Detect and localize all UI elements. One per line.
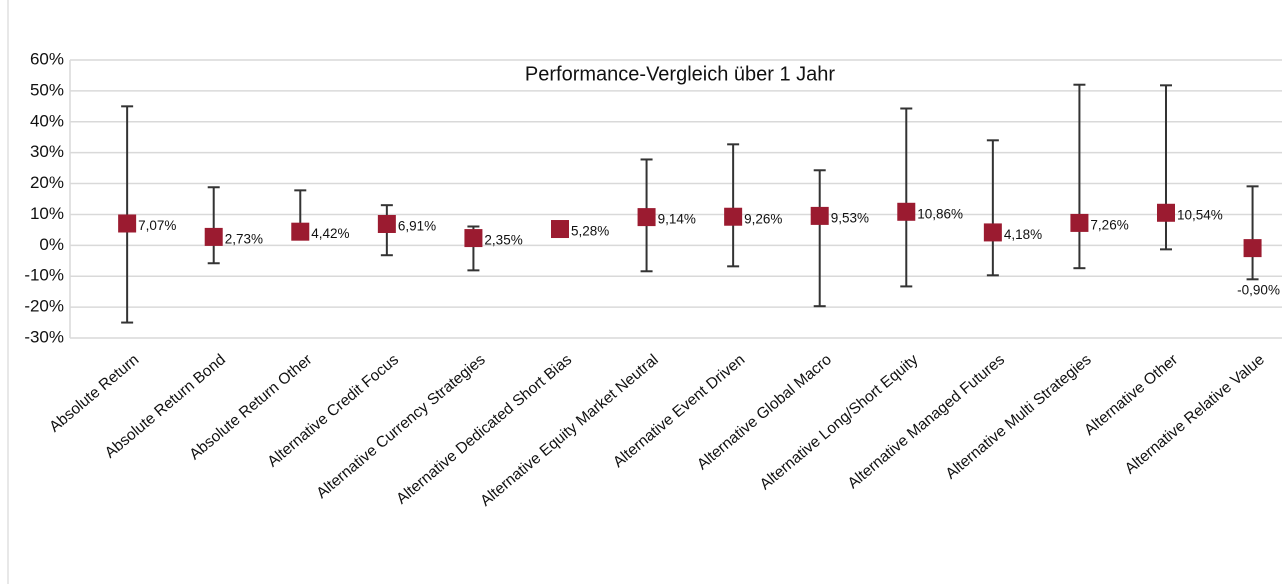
value-label: -0,90% xyxy=(1237,283,1280,298)
marker xyxy=(1156,203,1175,222)
marker xyxy=(897,202,916,221)
marker xyxy=(810,206,829,225)
value-label: 7,07% xyxy=(138,218,176,233)
value-label: 10,54% xyxy=(1177,207,1223,222)
marker xyxy=(464,229,483,248)
x-tick-label: Alternative Currency Strategies xyxy=(313,351,488,502)
marker xyxy=(550,220,569,239)
value-label: 9,14% xyxy=(658,212,696,227)
marker xyxy=(1243,239,1262,258)
x-tick-label: Alternative Other xyxy=(1081,351,1181,439)
y-tick-label: 50% xyxy=(30,80,64,99)
x-tick-label: Alternative Relative Value xyxy=(1122,351,1268,477)
x-tick-label: Alternative Long/Short Equity xyxy=(757,351,922,493)
value-label: 7,26% xyxy=(1090,217,1128,232)
y-tick-label: 0% xyxy=(39,235,64,254)
y-tick-label: 30% xyxy=(30,142,64,161)
value-label: 10,86% xyxy=(917,206,963,221)
y-tick-label: 20% xyxy=(30,173,64,192)
value-label: 4,18% xyxy=(1004,227,1042,242)
value-label: 2,35% xyxy=(484,233,522,248)
marker xyxy=(637,208,656,227)
marker xyxy=(983,223,1002,242)
marker xyxy=(377,214,396,233)
x-tick-label: Absolute Return xyxy=(46,351,142,435)
y-tick-label: 10% xyxy=(30,204,64,223)
y-tick-label: -20% xyxy=(24,297,64,316)
marker xyxy=(291,222,310,241)
value-label: 6,91% xyxy=(398,219,436,234)
marker xyxy=(118,214,137,233)
x-tick-label: Alternative Managed Futures xyxy=(845,351,1009,492)
value-label: 4,42% xyxy=(311,226,349,241)
value-label: 5,28% xyxy=(571,224,609,239)
marker xyxy=(204,227,223,246)
value-label: 9,26% xyxy=(744,211,782,226)
value-label: 9,53% xyxy=(831,210,869,225)
y-tick-label: -30% xyxy=(24,327,64,346)
value-label: 2,73% xyxy=(225,231,263,246)
y-tick-label: 40% xyxy=(30,111,64,130)
marker xyxy=(1070,213,1089,232)
x-tick-label: Alternative Multi Strategies xyxy=(942,351,1094,483)
x-tick-label: Alternative Equity Market Neutral xyxy=(477,351,661,510)
y-tick-label: 60% xyxy=(30,49,64,68)
x-tick-label: Alternative Dedicated Short Bias xyxy=(393,351,575,508)
y-tick-label: -10% xyxy=(24,266,64,285)
chart-title: Performance-Vergleich über 1 Jahr xyxy=(525,63,835,85)
marker xyxy=(724,207,743,226)
